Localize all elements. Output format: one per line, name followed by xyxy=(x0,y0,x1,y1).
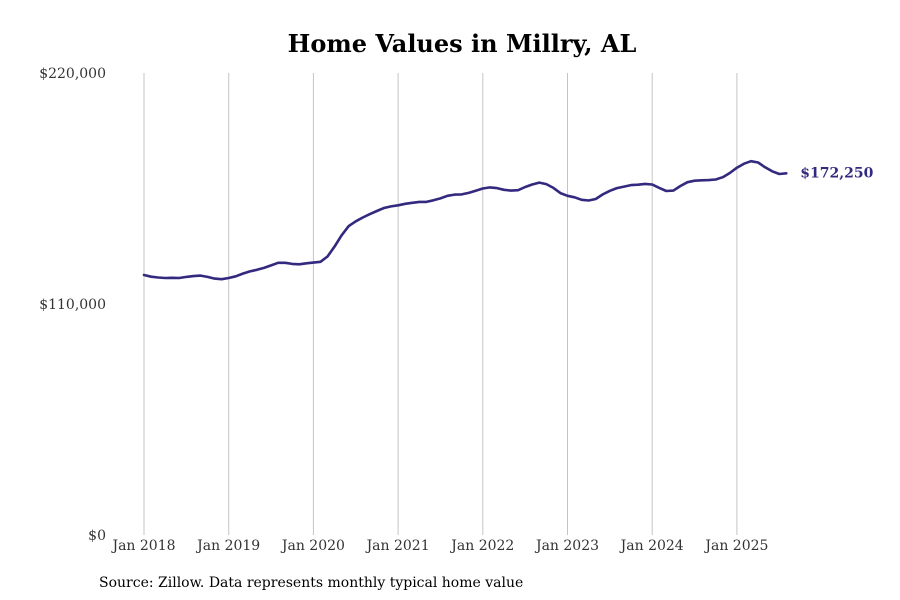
x-tick-label: Jan 2021 xyxy=(365,538,430,554)
x-tick-label: Jan 2022 xyxy=(449,538,514,554)
series-layer: $172,250 xyxy=(142,159,874,281)
y-tick-label: $220,000 xyxy=(39,66,106,82)
y-axis-ticks: $0 $110,000 $220,000 xyxy=(39,66,106,544)
x-tick-label: Jan 2019 xyxy=(195,538,260,554)
x-axis-ticks: Jan 2018 Jan 2019 Jan 2020 Jan 2021 Jan 2022… xyxy=(110,538,768,554)
x-tick-label: Jan 2020 xyxy=(280,538,345,554)
end-value-label: $172,250 xyxy=(800,165,873,181)
chart-title: Home Values in Millry, AL xyxy=(288,29,637,58)
gridlines xyxy=(143,73,738,535)
source-note: Source: Zillow. Data represents monthly … xyxy=(99,575,523,591)
x-tick-label: Jan 2018 xyxy=(110,538,175,554)
series-line xyxy=(142,159,788,281)
y-tick-label: $110,000 xyxy=(39,297,106,313)
y-tick-label: $0 xyxy=(88,528,106,544)
x-tick-label: Jan 2025 xyxy=(703,538,768,554)
x-tick-label: Jan 2023 xyxy=(534,538,599,554)
x-tick-label: Jan 2024 xyxy=(619,538,684,554)
